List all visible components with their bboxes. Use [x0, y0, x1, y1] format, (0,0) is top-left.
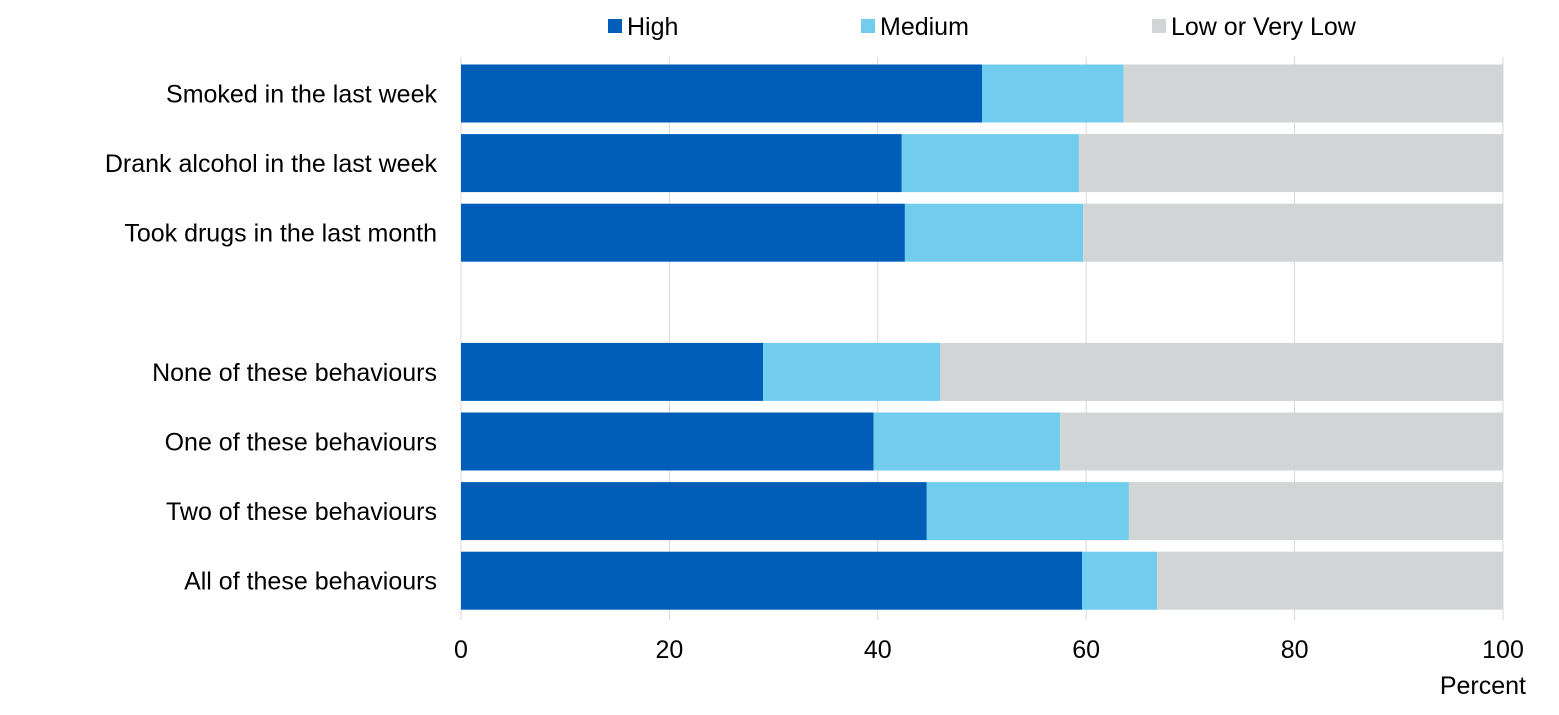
category-label: Took drugs in the last month [124, 220, 437, 248]
category-label: None of these behaviours [152, 359, 437, 387]
category-label: Two of these behaviours [166, 498, 437, 526]
category-label: Drank alcohol in the last week [105, 150, 438, 178]
bar-segment-medium-6 [926, 482, 1129, 541]
bar-segment-low-or-very-low-2 [1083, 203, 1503, 262]
bar-segment-high-1 [461, 134, 902, 193]
category-label: One of these behaviours [165, 429, 437, 457]
legend-label-0: High [627, 13, 678, 41]
bar-segment-high-2 [461, 203, 905, 262]
bar-segment-low-or-very-low-1 [1078, 134, 1503, 193]
bar-segment-low-or-very-low-7 [1157, 551, 1503, 610]
bar-segment-high-0 [461, 64, 982, 123]
bar-segment-medium-5 [873, 412, 1061, 471]
bars [461, 64, 1503, 610]
bar-segment-low-or-very-low-6 [1128, 482, 1503, 541]
x-tick-label: 20 [655, 636, 683, 664]
legend-swatch-0 [608, 19, 622, 33]
bar-segment-medium-7 [1082, 551, 1158, 610]
legend-label-2: Low or Very Low [1171, 13, 1357, 41]
bar-segment-medium-1 [901, 134, 1079, 193]
bar-segment-high-7 [461, 551, 1083, 610]
bar-segment-low-or-very-low-4 [940, 342, 1503, 401]
bar-segment-high-6 [461, 482, 927, 541]
x-axis-tick-labels: 0 20 40 60 80 100 [454, 636, 1524, 664]
x-axis-label: Percent [1440, 672, 1526, 700]
bar-segment-medium-0 [982, 64, 1124, 123]
bar-segment-low-or-very-low-5 [1060, 412, 1503, 471]
x-tick-label: 60 [1072, 636, 1100, 664]
bar-segment-high-5 [461, 412, 874, 471]
x-tick-label: 40 [864, 636, 892, 664]
legend-swatch-1 [861, 19, 875, 33]
x-tick-label: 80 [1281, 636, 1309, 664]
legend-label-1: Medium [880, 13, 969, 41]
bar-segment-medium-4 [763, 342, 941, 401]
legend-swatch-2 [1152, 19, 1166, 33]
x-tick-label: 100 [1482, 636, 1524, 664]
bar-segment-low-or-very-low-0 [1123, 64, 1503, 123]
bar-segment-medium-2 [904, 203, 1084, 262]
category-label: Smoked in the last week [166, 81, 437, 109]
category-label: All of these behaviours [184, 568, 437, 596]
bar-segment-high-4 [461, 342, 764, 401]
category-labels: Smoked in the last week Drank alcohol in … [105, 81, 438, 596]
x-tick-label: 0 [454, 636, 468, 664]
legend: High Medium Low or Very Low [608, 13, 1357, 41]
